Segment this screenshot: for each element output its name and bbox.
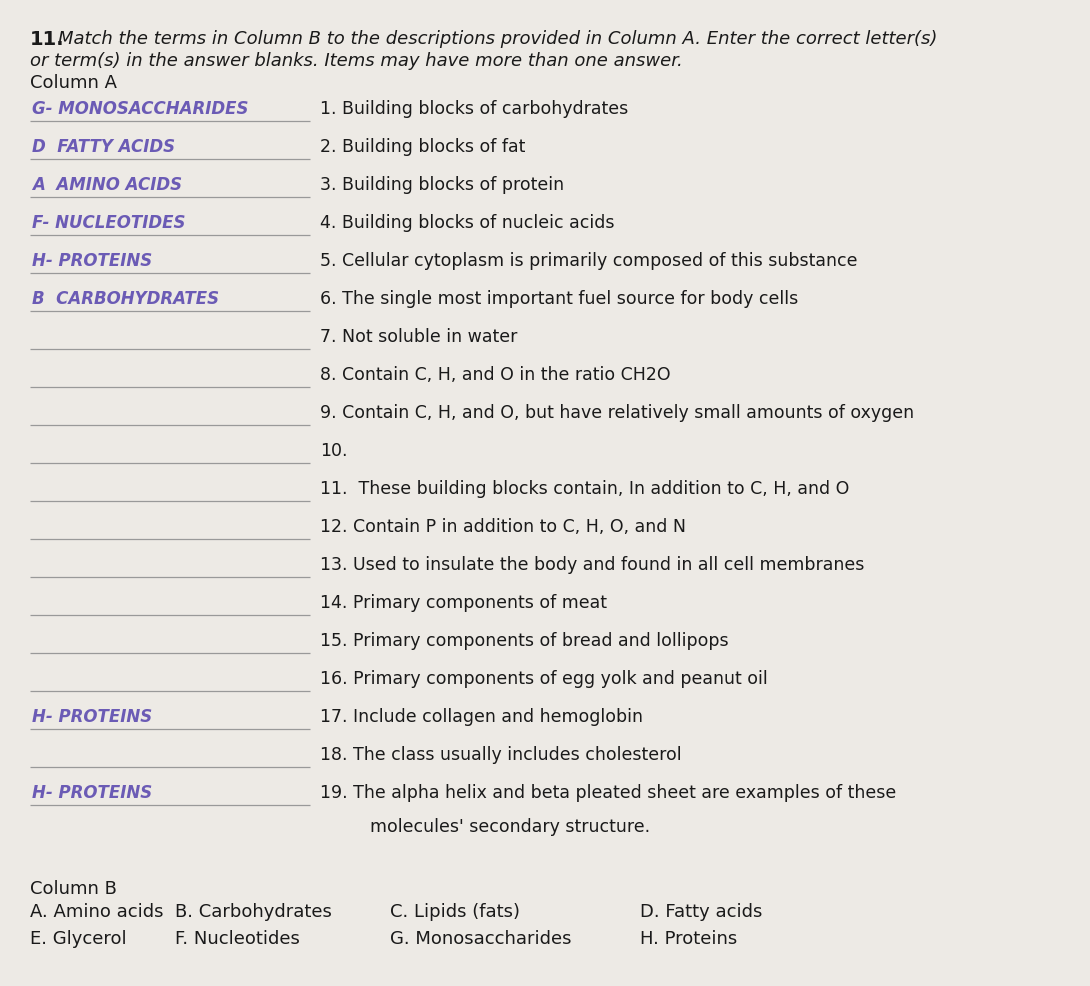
Text: 15. Primary components of bread and lollipops: 15. Primary components of bread and loll… [320,631,728,650]
Text: Column A: Column A [31,74,117,92]
Text: A  AMINO ACIDS: A AMINO ACIDS [32,176,182,194]
Text: E. Glycerol: E. Glycerol [31,929,126,947]
Text: 12. Contain P in addition to C, H, O, and N: 12. Contain P in addition to C, H, O, an… [320,518,686,535]
Text: G- MONOSACCHARIDES: G- MONOSACCHARIDES [32,100,249,118]
Text: 18. The class usually includes cholesterol: 18. The class usually includes cholester… [320,745,681,763]
Text: 1. Building blocks of carbohydrates: 1. Building blocks of carbohydrates [320,100,628,118]
Text: C. Lipids (fats): C. Lipids (fats) [390,902,520,920]
Text: H- PROTEINS: H- PROTEINS [32,783,153,802]
Text: 7. Not soluble in water: 7. Not soluble in water [320,327,518,346]
Text: F- NUCLEOTIDES: F- NUCLEOTIDES [32,214,185,232]
Text: molecules' secondary structure.: molecules' secondary structure. [370,817,650,835]
Text: 16. Primary components of egg yolk and peanut oil: 16. Primary components of egg yolk and p… [320,669,767,687]
Text: or term(s) in the answer blanks. Items may have more than one answer.: or term(s) in the answer blanks. Items m… [31,52,682,70]
Text: 14. Primary components of meat: 14. Primary components of meat [320,594,607,611]
Text: Column B: Column B [31,880,117,897]
Text: 8. Contain C, H, and O in the ratio CH2O: 8. Contain C, H, and O in the ratio CH2O [320,366,670,384]
Text: 19. The alpha helix and beta pleated sheet are examples of these: 19. The alpha helix and beta pleated she… [320,783,896,802]
Text: B  CARBOHYDRATES: B CARBOHYDRATES [32,290,219,308]
Text: G. Monosaccharides: G. Monosaccharides [390,929,571,947]
Text: H- PROTEINS: H- PROTEINS [32,251,153,270]
Text: 13. Used to insulate the body and found in all cell membranes: 13. Used to insulate the body and found … [320,555,864,574]
Text: D  FATTY ACIDS: D FATTY ACIDS [32,138,175,156]
Text: 9. Contain C, H, and O, but have relatively small amounts of oxygen: 9. Contain C, H, and O, but have relativ… [320,403,915,422]
Text: 6. The single most important fuel source for body cells: 6. The single most important fuel source… [320,290,798,308]
Text: 10.: 10. [320,442,348,459]
Text: Match the terms in Column B to the descriptions provided in Column A. Enter the : Match the terms in Column B to the descr… [58,30,937,48]
Text: H. Proteins: H. Proteins [640,929,737,947]
Text: F. Nucleotides: F. Nucleotides [175,929,300,947]
Text: 4. Building blocks of nucleic acids: 4. Building blocks of nucleic acids [320,214,615,232]
Text: 17. Include collagen and hemoglobin: 17. Include collagen and hemoglobin [320,707,643,726]
Text: D. Fatty acids: D. Fatty acids [640,902,762,920]
Text: 2. Building blocks of fat: 2. Building blocks of fat [320,138,525,156]
Text: 5. Cellular cytoplasm is primarily composed of this substance: 5. Cellular cytoplasm is primarily compo… [320,251,858,270]
Text: 11.  These building blocks contain, In addition to C, H, and O: 11. These building blocks contain, In ad… [320,479,849,498]
Text: A. Amino acids: A. Amino acids [31,902,164,920]
Text: H- PROTEINS: H- PROTEINS [32,707,153,726]
Text: B. Carbohydrates: B. Carbohydrates [175,902,331,920]
Text: 3. Building blocks of protein: 3. Building blocks of protein [320,176,565,194]
Text: 11.: 11. [31,30,64,49]
